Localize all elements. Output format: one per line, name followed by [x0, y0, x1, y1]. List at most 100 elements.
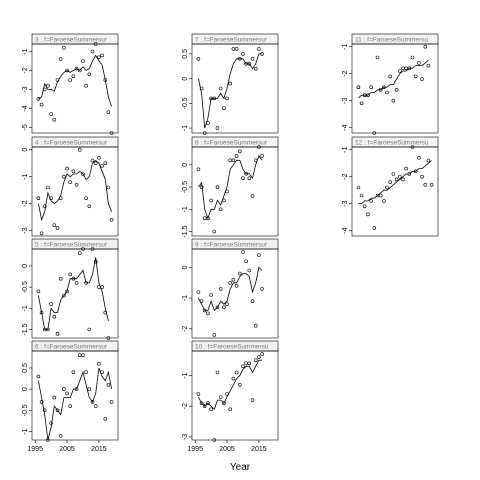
fitted-line — [38, 54, 112, 107]
data-point — [215, 305, 220, 310]
data-point — [78, 353, 82, 358]
data-point — [218, 287, 223, 291]
y-tick-label: 0 — [182, 163, 189, 167]
data-point — [202, 216, 207, 220]
data-point — [49, 196, 53, 200]
data-point — [366, 212, 370, 217]
data-point — [417, 61, 421, 65]
data-point — [52, 395, 57, 400]
data-point — [225, 302, 229, 307]
data-point — [378, 88, 383, 92]
data-point — [253, 66, 258, 71]
data-point — [250, 398, 255, 402]
data-point — [238, 271, 242, 276]
data-point — [206, 401, 210, 406]
data-point — [71, 370, 76, 375]
data-point — [62, 293, 66, 298]
y-tick-label: -0.5 — [22, 281, 29, 293]
data-point — [87, 387, 92, 391]
y-tick-label: -3 — [22, 86, 29, 92]
data-point — [62, 174, 66, 179]
fitted-line — [38, 257, 109, 330]
y-tick-label: -2 — [22, 67, 29, 73]
data-point — [49, 112, 53, 116]
panel-strip-label: 12 : f=FaroeseSummersu — [355, 140, 429, 147]
data-point — [257, 47, 261, 51]
data-point — [218, 86, 223, 91]
data-point — [42, 408, 47, 413]
y-tick-label: -2 — [182, 403, 189, 409]
data-point — [260, 352, 264, 356]
panel-5: 7 : f=FaroeseSummersur 0.5 0 -0.5 -1 — [182, 33, 279, 135]
data-point — [87, 327, 92, 332]
data-point — [90, 158, 95, 163]
data-point — [106, 336, 111, 340]
y-tick-label: -4 — [342, 124, 349, 130]
data-point — [93, 404, 98, 408]
data-point — [410, 145, 415, 149]
data-point — [84, 196, 88, 200]
y-tick-label: -0.5 — [182, 181, 189, 193]
data-point — [68, 272, 72, 277]
data-point — [231, 47, 236, 51]
y-tick-label: -1 — [182, 372, 189, 378]
data-point — [257, 145, 261, 149]
data-point — [68, 78, 72, 82]
data-point — [397, 174, 402, 179]
data-point — [413, 74, 418, 79]
data-point — [362, 204, 367, 209]
data-point — [260, 154, 264, 158]
data-point — [55, 78, 60, 82]
data-point — [228, 280, 232, 285]
x-axis-label: Year — [230, 462, 251, 473]
data-point — [391, 172, 396, 176]
panel-frame — [351, 146, 439, 237]
data-point — [397, 69, 402, 73]
data-point — [97, 156, 101, 160]
data-point — [62, 45, 66, 50]
y-tick-label: 0.5 — [182, 49, 189, 59]
data-point — [253, 323, 258, 328]
data-point — [247, 176, 252, 180]
data-point — [71, 169, 76, 174]
data-point — [234, 283, 239, 288]
data-point — [388, 74, 393, 79]
data-point — [39, 310, 44, 315]
data-point — [359, 193, 364, 198]
data-point — [420, 174, 424, 179]
panel-strip-label: 7 : f=FaroeseSummersur — [195, 37, 268, 44]
data-point — [238, 149, 242, 154]
data-point — [46, 83, 50, 88]
panel-strip-label: 11 : f=FaroeseSummersu — [355, 37, 428, 44]
data-point — [97, 361, 101, 366]
data-point — [196, 392, 201, 396]
data-point — [74, 387, 79, 391]
data-point — [212, 96, 217, 101]
y-tick-label: -2 — [342, 173, 349, 179]
data-point — [247, 268, 252, 273]
data-point — [36, 374, 41, 379]
data-point — [52, 314, 57, 319]
data-point — [58, 57, 63, 61]
panel-4: 6 : f=FaroeseSummersur 0.5 0 -0.5 -1 1995 2005… — [22, 340, 119, 453]
data-point — [84, 281, 88, 285]
data-point — [250, 299, 255, 304]
data-point — [407, 172, 412, 176]
data-point — [222, 106, 226, 111]
data-point — [52, 117, 57, 122]
data-point — [199, 86, 204, 91]
data-point — [225, 189, 229, 194]
panel-frame — [191, 350, 279, 441]
data-point — [100, 370, 104, 375]
y-tick-label: -1.5 — [22, 323, 29, 335]
y-tick-label: 0 — [182, 77, 189, 81]
data-point — [55, 226, 60, 230]
panel-frame — [31, 43, 119, 134]
panel-frame — [31, 248, 119, 339]
data-point — [215, 185, 220, 189]
data-point — [39, 102, 44, 107]
x-tick-label: 1995 — [187, 446, 203, 453]
data-point — [109, 131, 114, 135]
data-point — [378, 193, 383, 198]
data-point — [106, 383, 111, 387]
